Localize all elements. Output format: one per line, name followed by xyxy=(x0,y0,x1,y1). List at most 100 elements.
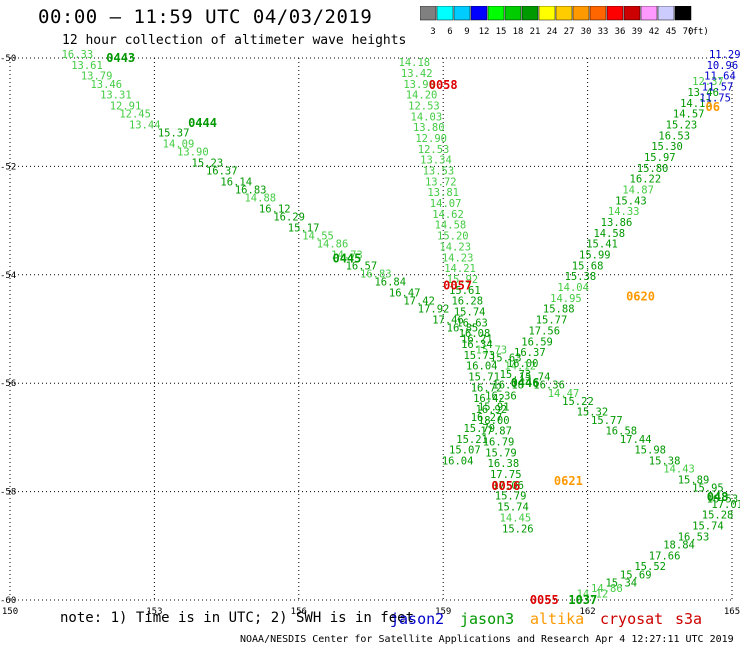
swh-value: 16.36 xyxy=(533,380,565,392)
swh-value: 14.13 xyxy=(680,98,712,110)
swh-value: 15.23 xyxy=(666,119,698,131)
color-scale: 3 6 9 12 15 18 21 24 27 30 33 36 39 42 45 70(ft) xyxy=(420,6,709,37)
swh-value: 12.90 xyxy=(415,133,447,145)
scale-label: 39 xyxy=(632,27,643,37)
swh-value: 16.21 xyxy=(461,334,493,346)
swh-value: 15.73 xyxy=(476,344,508,356)
legend-jason3: jason3 xyxy=(460,610,515,628)
swh-value: 16.27 xyxy=(471,412,503,424)
swh-value: 15.30 xyxy=(651,141,683,153)
scale-swatch xyxy=(504,6,522,21)
swh-value: 11.64 xyxy=(704,71,736,83)
x-tick-label: 159 xyxy=(435,607,451,617)
swh-value: 12.53 xyxy=(408,100,440,112)
swh-value: 15.79 xyxy=(495,491,527,503)
swh-value: 16.12 xyxy=(259,203,291,215)
swh-value: 14.57 xyxy=(673,109,705,121)
swh-value: 18.00 xyxy=(478,415,510,427)
swh-value: 14.18 xyxy=(399,57,431,69)
swh-value: 15.92 xyxy=(447,274,479,286)
swh-value: 13.61 xyxy=(71,60,103,72)
swh-value: 18.84 xyxy=(663,540,695,552)
y-tick-label: -60 xyxy=(0,596,16,606)
y-tick-label: -50 xyxy=(0,54,16,64)
swh-value: 16.84 xyxy=(374,277,406,289)
swh-value: 13.46 xyxy=(90,79,122,91)
swh-value: 15.74 xyxy=(454,306,486,318)
swh-value: 16.29 xyxy=(273,212,305,224)
swh-value: 16.14 xyxy=(220,176,252,188)
swh-value: 16.58 xyxy=(605,426,637,438)
swh-value: 17.92 xyxy=(418,304,450,316)
swh-value: 15.38 xyxy=(565,271,597,283)
swh-value: 15.77 xyxy=(536,315,568,327)
chart-subtitle: 12 hour collection of altimeter wave hei… xyxy=(62,33,407,48)
swh-value: 15.22 xyxy=(562,396,594,408)
pass-time-label: 0446 xyxy=(511,376,540,390)
scale-swatch xyxy=(640,6,658,21)
pass-time-label: 0445 xyxy=(332,252,361,266)
swh-value: 15.07 xyxy=(449,445,481,457)
swh-value: 15.97 xyxy=(644,152,676,164)
y-tick-label: -58 xyxy=(0,488,16,498)
swh-value: 16.36 xyxy=(485,390,517,402)
scale-label: 24 xyxy=(547,27,558,37)
pass-time-label: 1037 xyxy=(568,593,597,607)
swh-value: 13.34 xyxy=(420,155,452,167)
x-tick-label: 156 xyxy=(291,607,307,617)
pass-time-label: 0621 xyxy=(554,474,583,488)
swh-value: 15.80 xyxy=(637,163,669,175)
swh-value: 16.85 xyxy=(447,323,479,335)
swh-value: 15.74 xyxy=(519,371,551,383)
swh-value: 14.23 xyxy=(439,241,471,253)
scale-swatch xyxy=(623,6,641,21)
swh-value: 13.44 xyxy=(129,119,161,131)
swh-value: 15.21 xyxy=(456,434,488,446)
x-tick-label: 162 xyxy=(579,607,595,617)
swh-value: 15.34 xyxy=(605,577,637,589)
scale-swatch xyxy=(555,6,573,21)
swh-value: 15.74 xyxy=(692,521,724,533)
swh-value: 16.38 xyxy=(488,458,520,470)
scale-label: 30 xyxy=(581,27,592,37)
swh-value: 15.71 xyxy=(468,371,500,383)
swh-value: 13.80 xyxy=(413,122,445,134)
y-tick-label: -52 xyxy=(0,162,16,172)
swh-value: 17.66 xyxy=(649,550,681,562)
swh-value: 16.53 xyxy=(678,531,710,543)
scale-swatch xyxy=(674,6,692,21)
swh-value: 15.20 xyxy=(437,231,469,243)
swh-value: 13.72 xyxy=(425,176,457,188)
footer-note: note: 1) Time is in UTC; 2) SWH is in fe… xyxy=(60,610,415,626)
swh-value: 16.79 xyxy=(483,437,515,449)
scale-label: 6 xyxy=(447,27,452,37)
swh-value: 17.42 xyxy=(403,296,435,308)
swh-value: 17.46 xyxy=(432,315,464,327)
swh-value: 14.95 xyxy=(550,293,582,305)
scale-swatch xyxy=(538,6,556,21)
swh-value: 17.75 xyxy=(490,469,522,481)
swh-value: 15.61 xyxy=(449,285,481,297)
legend-jason2: jason2 xyxy=(390,610,445,628)
pass-time-label: 0058 xyxy=(429,78,458,92)
swh-value: 13.90 xyxy=(403,79,435,91)
swh-value: 15.32 xyxy=(577,407,609,419)
swh-value: 15.74 xyxy=(497,502,529,514)
swh-value: 15.91 xyxy=(478,401,510,413)
scale-label: 18 xyxy=(513,27,524,37)
credit-line: NOAA/NESDIS Center for Satellite Applica… xyxy=(240,634,734,645)
swh-value: 16.18 xyxy=(492,380,524,392)
swh-value: 16.00 xyxy=(507,358,539,370)
x-tick-label: 165 xyxy=(724,607,740,617)
scale-swatch xyxy=(436,6,454,21)
swh-value: 16.37 xyxy=(206,166,238,178)
swh-value: 14.73 xyxy=(331,250,363,262)
swh-value: 14.58 xyxy=(593,228,625,240)
swh-value: 15.43 xyxy=(615,195,647,207)
swh-value: 15.52 xyxy=(634,561,666,573)
swh-value: 15.26 xyxy=(502,523,534,535)
swh-value: 13.86 xyxy=(601,217,633,229)
y-tick-label: -54 xyxy=(0,271,16,281)
swh-value: 16.53 xyxy=(658,130,690,142)
swh-value: 16.42 xyxy=(473,393,505,405)
